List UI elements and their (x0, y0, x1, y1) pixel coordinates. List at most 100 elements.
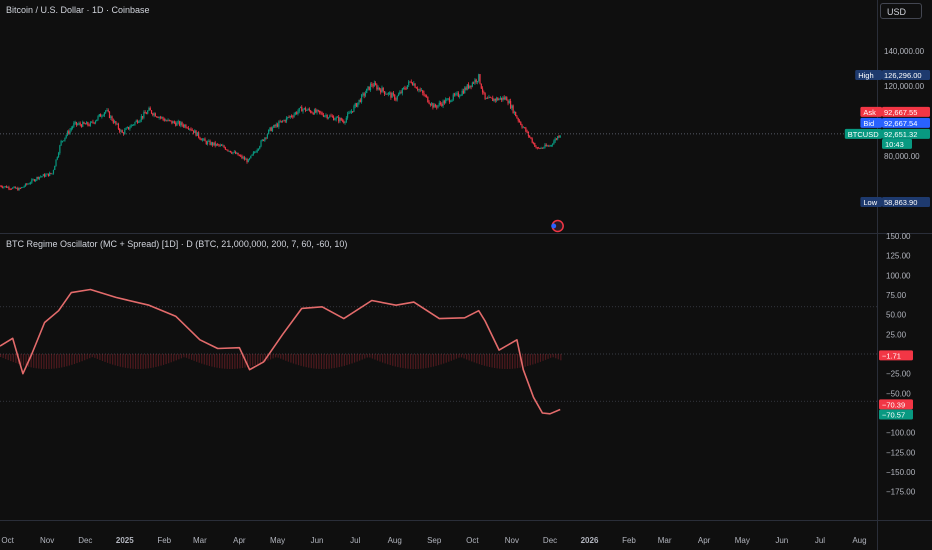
candle-body (453, 94, 456, 96)
candle-body (260, 140, 262, 147)
candle-body (265, 137, 267, 139)
candle-body (113, 121, 116, 123)
spread-bar (305, 354, 307, 368)
spread-bar (481, 354, 483, 365)
candle-body (451, 99, 453, 102)
candle-body (322, 114, 325, 117)
candle-body (98, 114, 100, 117)
spread-bar (328, 354, 330, 369)
spread-bar (61, 354, 63, 368)
symbol-title[interactable]: Bitcoin / U.S. Dollar · 1D · Coinbase (6, 5, 150, 15)
candle-body (236, 152, 238, 154)
candle-body (313, 109, 316, 115)
candle-body (28, 183, 30, 185)
countdown-label: 10:43 (885, 140, 904, 149)
bid-badge-value: 92,667.54 (884, 119, 917, 128)
candle-body (537, 147, 540, 149)
candle-body (205, 141, 207, 145)
candle-body (237, 152, 239, 156)
time-axis-label: Oct (466, 536, 479, 545)
spread-bar (193, 354, 195, 361)
spread-bar (303, 354, 305, 367)
spread-bar (389, 354, 391, 366)
candle-body (154, 113, 156, 117)
candle-body (171, 120, 173, 124)
candle-body (484, 92, 486, 99)
ask-badge-value-bg (882, 106, 930, 117)
candle-body (540, 147, 542, 149)
spread-bar (231, 354, 233, 369)
candle-body (455, 93, 457, 96)
candle-body (84, 123, 86, 125)
osc-scale-label: −25.00 (886, 370, 911, 379)
candle-body (401, 88, 403, 94)
candle-body (99, 114, 102, 117)
candle-body (35, 179, 37, 182)
spread-bar (257, 354, 259, 365)
candle-body (148, 108, 150, 111)
spread-bar (180, 354, 183, 359)
candle-body (195, 130, 197, 136)
candle-body (203, 138, 205, 140)
candle-body (559, 135, 561, 138)
candle-body (52, 170, 55, 174)
candle-body (339, 118, 341, 122)
spread-bar (201, 354, 203, 364)
candle-body (233, 151, 235, 153)
spread-bar (183, 354, 185, 358)
spread-bar (547, 354, 549, 359)
candle-body (172, 121, 174, 124)
currency-button[interactable]: USD (880, 3, 922, 19)
candle-body (534, 142, 536, 147)
candle-body (27, 183, 29, 185)
candle-body (499, 97, 501, 99)
candle-body (135, 120, 137, 123)
candle-body (204, 138, 206, 142)
low-badge-value-bg (882, 197, 930, 207)
countdown-bg (882, 138, 912, 149)
spread-bar (84, 354, 86, 361)
candle-body (136, 120, 139, 123)
candle-body (487, 98, 489, 99)
indicator-title[interactable]: BTC Regime Oscillator (MC + Spread) [1D]… (6, 239, 348, 249)
spread-bar (63, 354, 65, 367)
spread-bar (473, 354, 475, 363)
candle-body (400, 92, 402, 94)
candle-body (223, 145, 225, 148)
spread-bar (509, 354, 511, 369)
candle-body (89, 122, 92, 126)
osc-scale-label: −150.00 (886, 468, 916, 477)
candle-body (292, 116, 294, 118)
spread-bar (552, 354, 554, 358)
spread-bar (325, 354, 328, 369)
spread-bar (460, 354, 463, 358)
candle-body (117, 123, 120, 129)
last-price-badge-label-bg (844, 128, 882, 139)
spread-bar (374, 354, 376, 360)
candle-body (186, 127, 188, 129)
candle-body (439, 102, 442, 104)
candle-body (404, 87, 406, 89)
spread-bar (448, 354, 450, 362)
candle-body (372, 85, 374, 87)
candle-body (40, 176, 42, 178)
spread-bar (346, 354, 348, 366)
candle-body (481, 88, 484, 93)
candle-body (173, 121, 176, 123)
spread-bar (399, 354, 402, 368)
candle-body (70, 128, 72, 130)
candle-body (294, 112, 296, 115)
spread-bar (534, 354, 536, 364)
candle-body (512, 105, 514, 114)
spread-bar (542, 354, 544, 361)
spread-bar (73, 354, 76, 364)
spread-bar (170, 354, 172, 363)
time-axis-label: Apr (233, 536, 246, 545)
spread-bar (422, 354, 424, 369)
candle-body (115, 121, 117, 125)
candle-body (224, 147, 226, 150)
candle-body (530, 137, 532, 139)
spread-bar (369, 354, 371, 358)
candle-body (10, 188, 13, 190)
